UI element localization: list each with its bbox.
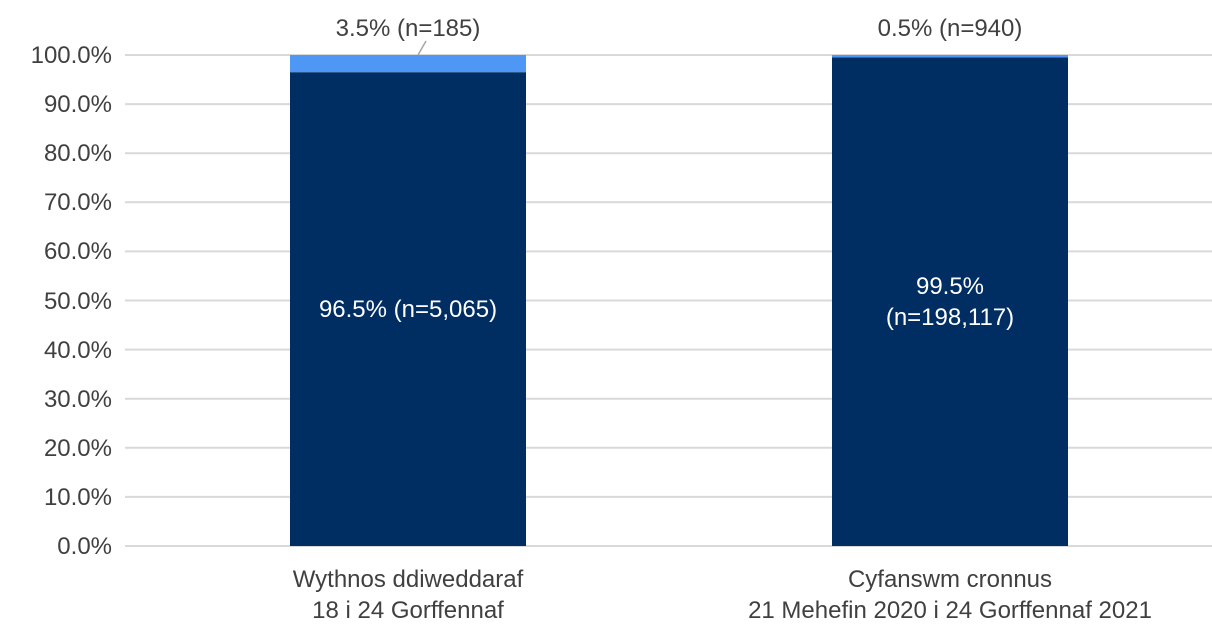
y-tick-label: 40.0%	[43, 336, 112, 364]
y-tick-label: 30.0%	[43, 385, 112, 413]
y-tick-label: 10.0%	[43, 483, 112, 511]
bar-segment	[832, 57, 1068, 547]
data-label: 99.5% (n=198,117)	[885, 272, 1015, 331]
data-label: 96.5% (n=5,065)	[318, 295, 498, 323]
y-tick-label: 0.0%	[57, 533, 112, 560]
y-tick-label: 70.0%	[43, 189, 112, 217]
bar-segment	[290, 55, 526, 73]
data-label: 0.5% (n=940)	[877, 15, 1023, 42]
y-tick-label: 100.0%	[30, 42, 112, 69]
bar-segment	[832, 55, 1068, 58]
y-tick-label: 60.0%	[43, 238, 112, 266]
bar-segment	[290, 72, 526, 546]
x-tick-label: Wythnos ddiweddaraf 18 i 24 Gorffennaf	[292, 566, 524, 624]
y-tick-label: 90.0%	[43, 91, 112, 119]
y-tick-label: 20.0%	[43, 434, 112, 462]
leader-line	[417, 40, 427, 56]
y-tick-label: 50.0%	[43, 287, 112, 315]
x-tick-label: Cyfanswm cronnus 21 Mehefin 2020 i 24 Go…	[748, 566, 1152, 624]
data-label: 3.5% (n=185)	[335, 15, 481, 42]
y-tick-label: 80.0%	[43, 140, 112, 168]
